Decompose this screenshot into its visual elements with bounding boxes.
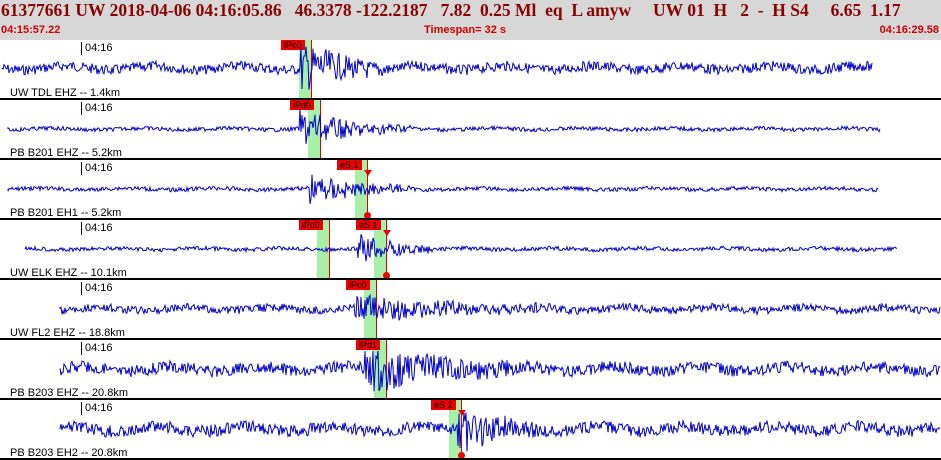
trace-divider bbox=[0, 158, 941, 160]
end-time: 04:16:29.58 bbox=[879, 24, 939, 36]
station-label: UW FL2 EHZ -- 18.8km bbox=[10, 327, 125, 339]
waveform bbox=[7, 174, 879, 204]
pick-line[interactable] bbox=[376, 280, 377, 338]
pick-label[interactable]: iPd0 bbox=[290, 100, 315, 110]
time-label: 04:16 bbox=[85, 402, 113, 414]
seismogram-traces[interactable]: iPc0 04:16 UW TDL EHZ -- 1.4km iPd0 04:16 PB … bbox=[0, 40, 941, 460]
waveform bbox=[59, 350, 941, 392]
trace-panel[interactable]: iPc0 04:16 UW TDL EHZ -- 1.4km bbox=[0, 40, 941, 100]
event-header: 61377661 UW 2018-04-06 04:16:05.86 46.33… bbox=[0, 0, 941, 40]
time-tick bbox=[81, 282, 82, 295]
trace-divider bbox=[0, 278, 941, 280]
pick-dot-icon bbox=[364, 212, 371, 219]
waveform bbox=[59, 412, 941, 452]
station-label: PB B201 EHZ -- 5.2km bbox=[10, 147, 122, 159]
timespan-label: Timespan= 32 s bbox=[424, 24, 507, 36]
trace-divider bbox=[0, 218, 941, 220]
trace-panel[interactable]: eS 1 04:16 PB B201 EH1 -- 5.2km bbox=[0, 160, 941, 220]
trace-divider bbox=[0, 458, 941, 460]
time-label: 04:16 bbox=[85, 42, 113, 54]
time-tick bbox=[81, 162, 82, 175]
waveform bbox=[59, 293, 941, 321]
time-label: 04:16 bbox=[85, 102, 113, 114]
pick-window bbox=[308, 100, 320, 158]
pick-label[interactable]: iPc0 bbox=[281, 40, 305, 50]
pick-label[interactable]: eS 1 bbox=[337, 160, 362, 170]
time-label: 04:16 bbox=[85, 342, 113, 354]
station-label: PB B203 EHZ -- 20.8km bbox=[10, 387, 128, 399]
pick-line[interactable] bbox=[386, 340, 387, 398]
pick-arrow-icon bbox=[458, 410, 466, 416]
trace-divider bbox=[0, 98, 941, 100]
trace-divider bbox=[0, 338, 941, 340]
time-tick bbox=[81, 42, 82, 55]
waveform bbox=[1, 46, 873, 90]
trace-panel[interactable]: iPc0 eS 1 04:16 UW ELK EHZ -- 10.1km bbox=[0, 220, 941, 280]
station-label: PB B203 EH2 -- 20.8km bbox=[10, 447, 128, 459]
time-tick bbox=[81, 342, 82, 355]
trace-panel[interactable]: iPd0 04:16 PB B201 EHZ -- 5.2km bbox=[0, 100, 941, 160]
pick-window bbox=[364, 280, 376, 338]
waveform bbox=[7, 108, 881, 145]
pick-label[interactable]: eS 2 bbox=[431, 400, 456, 410]
trace-panel[interactable]: iPc0 04:16 UW FL2 EHZ -- 18.8km bbox=[0, 280, 941, 340]
pick-dot-icon bbox=[458, 452, 465, 459]
waveform-path bbox=[7, 108, 881, 145]
time-tick bbox=[81, 402, 82, 415]
waveform-path bbox=[1, 46, 873, 90]
time-tick bbox=[81, 222, 82, 235]
pick-dot-icon bbox=[383, 272, 390, 279]
pick-window bbox=[317, 220, 329, 278]
pick-line[interactable] bbox=[329, 220, 330, 278]
pick-arrow-icon bbox=[383, 230, 391, 236]
start-time: 04:15:57.22 bbox=[1, 24, 61, 36]
station-label: UW TDL EHZ -- 1.4km bbox=[10, 87, 121, 99]
trace-divider bbox=[0, 398, 941, 400]
time-label: 04:16 bbox=[85, 282, 113, 294]
event-summary-line: 61377661 UW 2018-04-06 04:16:05.86 46.33… bbox=[1, 0, 901, 20]
pick-window bbox=[374, 340, 386, 398]
pick-line[interactable] bbox=[386, 220, 387, 278]
pick-label[interactable]: iPc0 bbox=[346, 280, 370, 290]
waveform-path bbox=[24, 234, 898, 262]
time-label: 04:16 bbox=[85, 222, 113, 234]
waveform-path bbox=[59, 293, 941, 321]
waveform-path bbox=[59, 412, 941, 452]
waveform-path bbox=[7, 174, 879, 204]
pick-label[interactable]: iPc0 bbox=[299, 220, 323, 230]
pick-line[interactable] bbox=[311, 40, 312, 98]
station-label: UW ELK EHZ -- 10.1km bbox=[10, 267, 127, 279]
trace-panel[interactable]: iPd1 04:16 PB B203 EHZ -- 20.8km bbox=[0, 340, 941, 400]
pick-arrow-icon bbox=[364, 170, 372, 176]
pick-label[interactable]: iPd1 bbox=[356, 340, 381, 350]
time-label: 04:16 bbox=[85, 162, 113, 174]
trace-panel[interactable]: eS 2 04:16 PB B203 EH2 -- 20.8km bbox=[0, 400, 941, 460]
station-label: PB B201 EH1 -- 5.2km bbox=[10, 207, 122, 219]
pick-label[interactable]: eS 1 bbox=[356, 220, 381, 230]
waveform bbox=[24, 234, 898, 262]
waveform-path bbox=[59, 350, 941, 392]
time-tick bbox=[81, 102, 82, 115]
